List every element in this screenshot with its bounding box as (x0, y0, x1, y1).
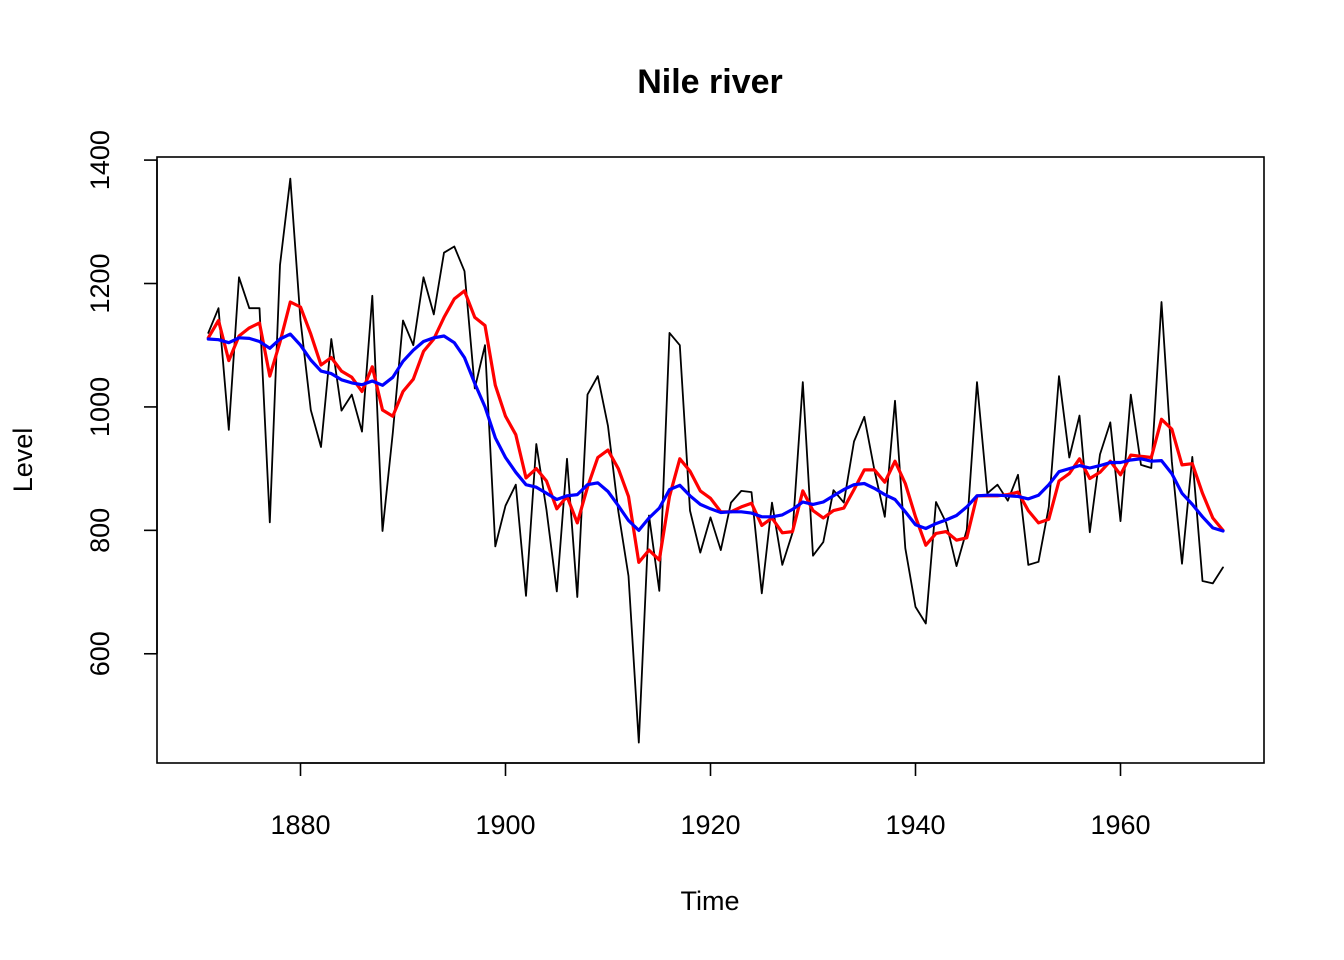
series-line-observed (207, 177, 1224, 744)
x-axis: 1880 1900 1920 1940 1960 (270, 762, 1151, 840)
y-tick-label: 800 (85, 508, 115, 553)
chart-title: Nile river (637, 63, 783, 101)
x-tick-label: 1880 (270, 810, 330, 840)
series-layer (206, 177, 1225, 744)
y-axis: 600 800 1000 1200 1400 (85, 130, 158, 676)
plot-frame (156, 156, 1265, 764)
y-tick-label: 1400 (85, 130, 115, 190)
y-tick-label: 1200 (85, 253, 115, 313)
x-axis-label: Time (681, 886, 740, 916)
x-tick-label: 1900 (475, 810, 535, 840)
series-line-red (206, 289, 1225, 565)
y-axis-label: Level (8, 428, 38, 493)
series-line-blue (206, 332, 1225, 533)
y-tick-label: 600 (85, 631, 115, 676)
x-tick-label: 1960 (1090, 810, 1150, 840)
y-tick-label: 1000 (85, 377, 115, 437)
x-tick-label: 1920 (680, 810, 740, 840)
x-tick-label: 1940 (885, 810, 945, 840)
